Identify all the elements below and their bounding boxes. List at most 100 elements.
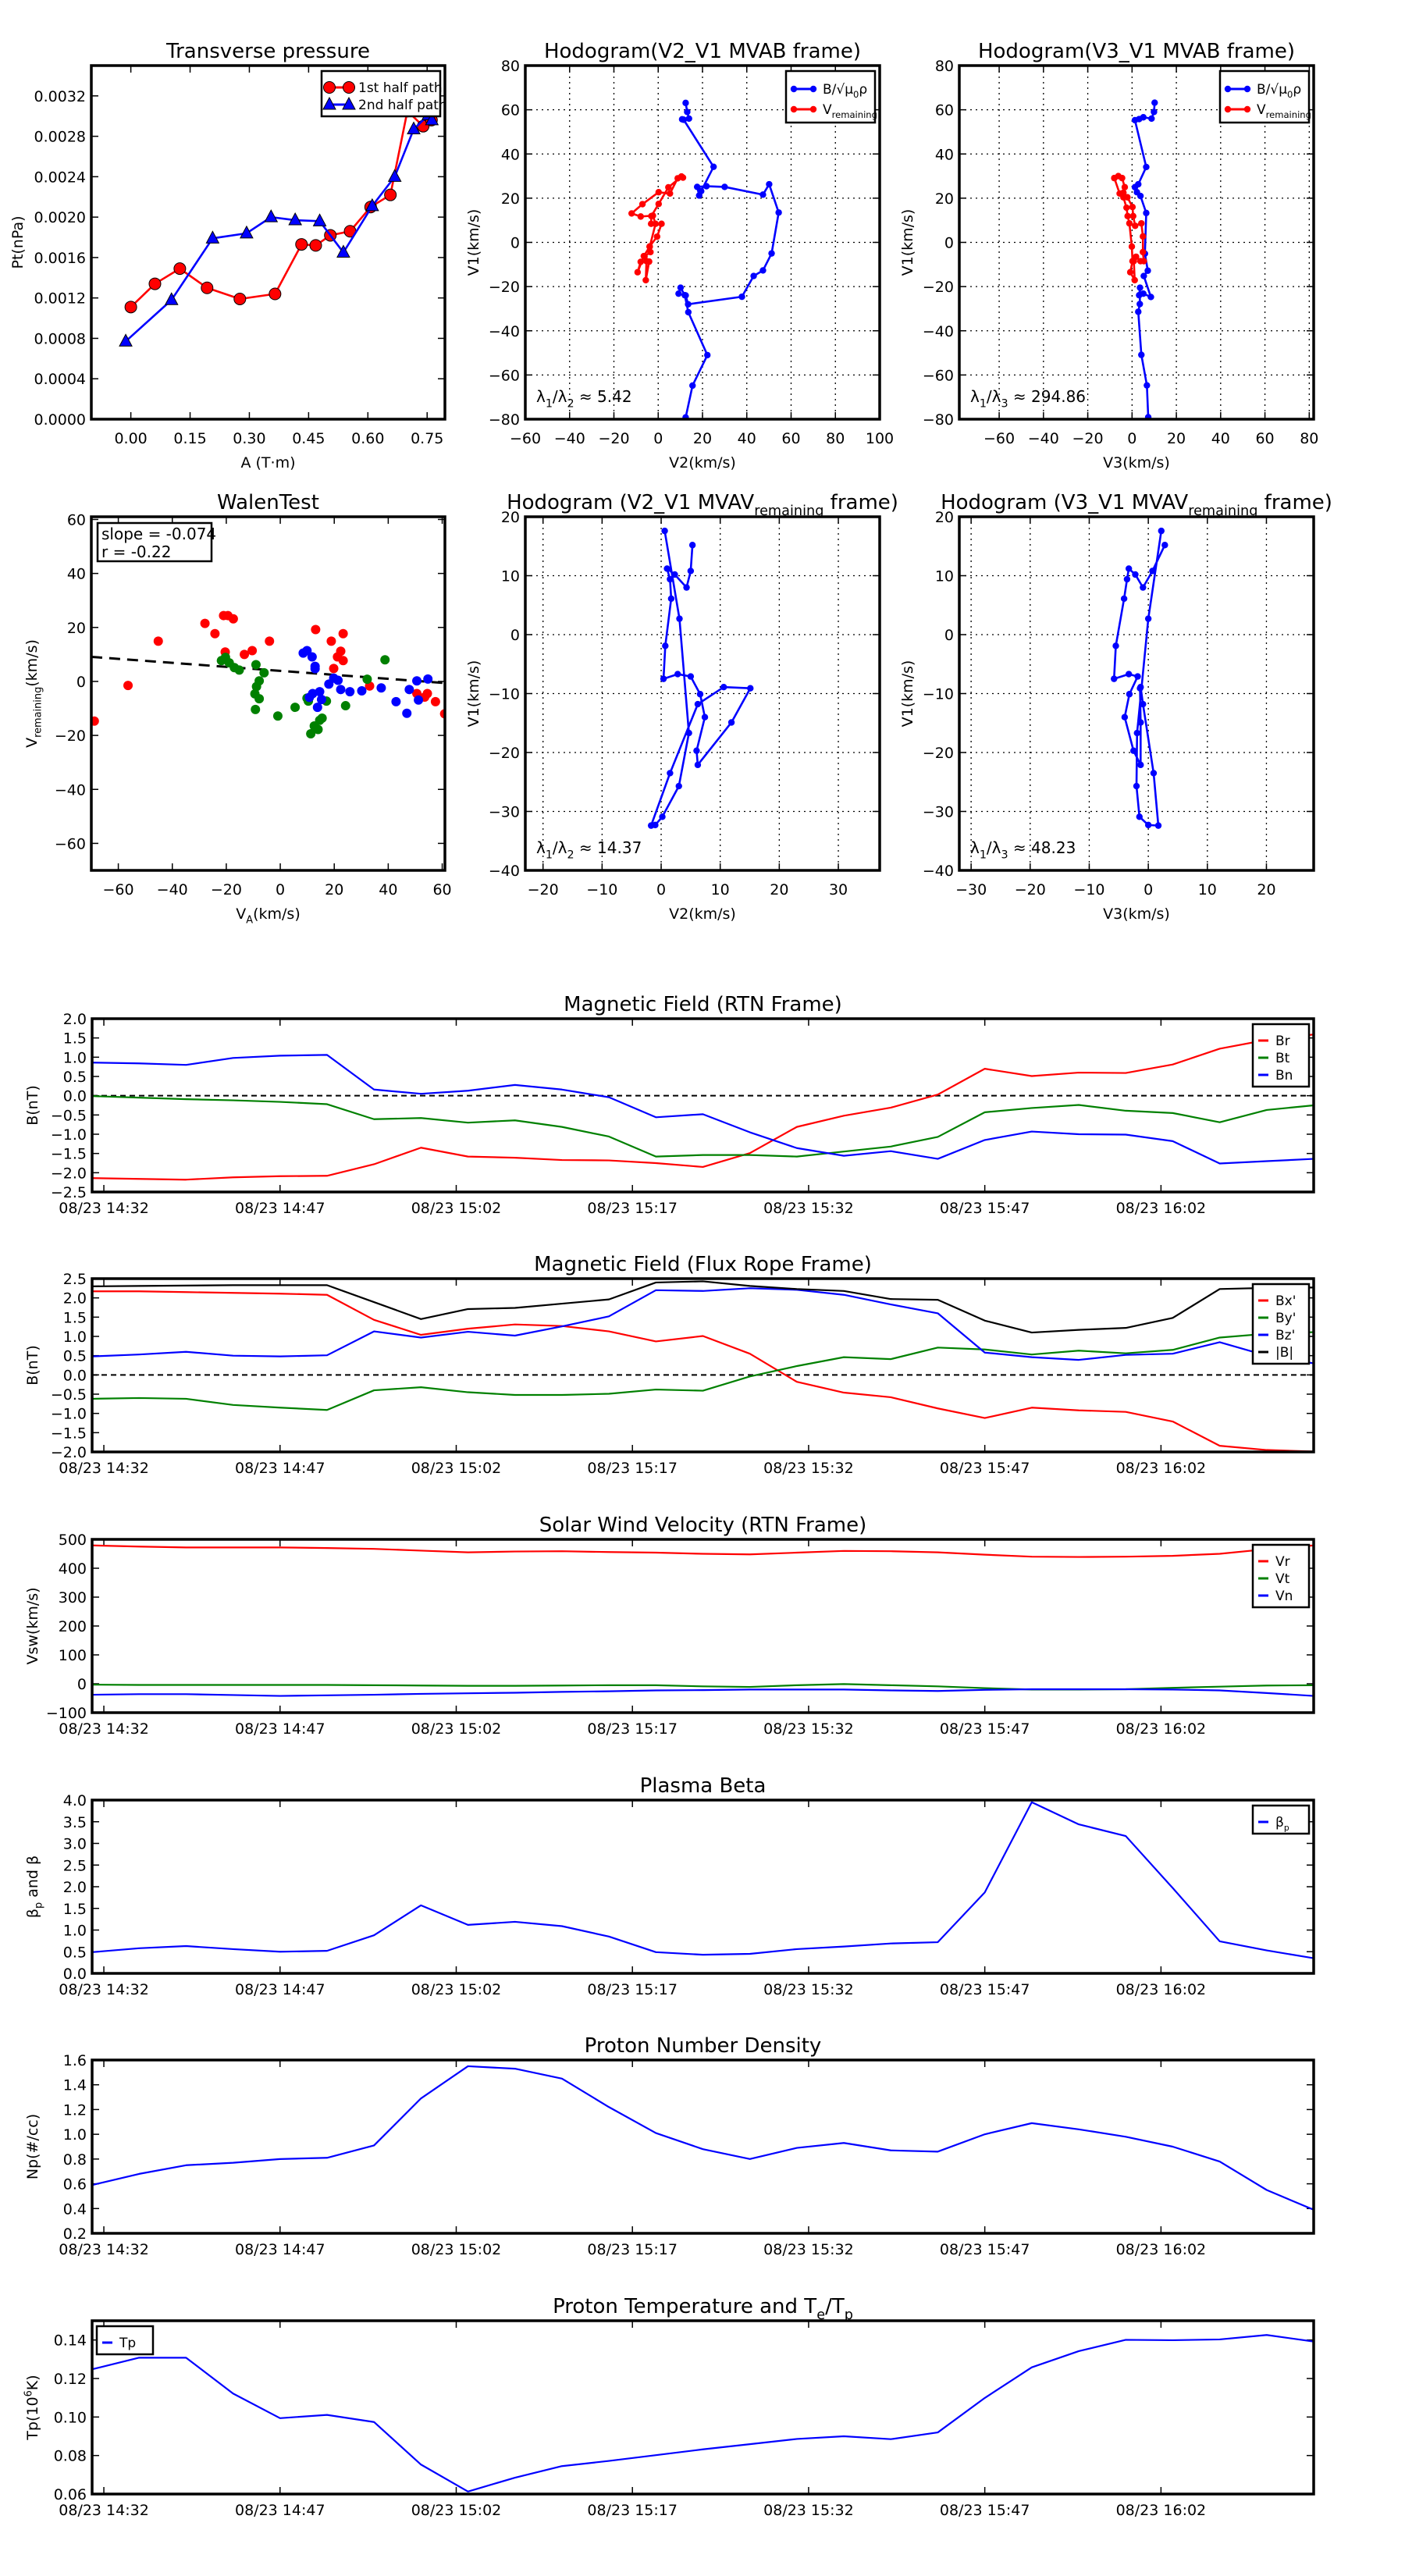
data-point	[766, 180, 773, 188]
data-point	[665, 183, 672, 191]
y-axis-label: Vsw(km/s)	[24, 1587, 41, 1664]
x-tick-label: 20	[325, 881, 343, 898]
series-line-2	[92, 1287, 1314, 1364]
legend-box	[1251, 1543, 1311, 1609]
series-line-0	[92, 1290, 1314, 1452]
x-tick-label: 08/23 15:02	[411, 2241, 502, 2258]
y-tick-label: 0.0	[63, 1088, 87, 1105]
data-point	[414, 695, 424, 705]
x-tick-label: −10	[1073, 881, 1104, 898]
axes-frame	[91, 2319, 1315, 2496]
axes-frame	[90, 64, 446, 421]
data-point	[407, 121, 421, 135]
data-point	[1111, 174, 1118, 182]
data-point	[234, 665, 244, 675]
x-tick-label: 08/23 15:47	[940, 2241, 1030, 2258]
x-tick-label: 0.00	[114, 430, 147, 447]
data-point	[1143, 163, 1150, 171]
y-tick-label: −40	[923, 863, 954, 880]
y-tick-label: 2.0	[63, 1290, 87, 1308]
x-tick-label: 08/23 15:17	[587, 1720, 678, 1738]
data-point	[1140, 584, 1147, 591]
chart-0	[90, 64, 446, 421]
y-axis-label: βp and β	[24, 1856, 45, 1918]
y-tick-label: 0.0028	[34, 129, 86, 146]
chart-11	[91, 2319, 1315, 2496]
x-tick-label: 60	[432, 881, 451, 898]
data-point	[1138, 351, 1145, 358]
data-point	[1144, 267, 1151, 274]
legend-label: B/√μ0ρ	[1257, 82, 1301, 100]
plot-area	[91, 610, 445, 739]
data-point	[1224, 105, 1232, 113]
data-point	[659, 813, 666, 820]
data-point	[689, 382, 696, 390]
x-tick-label: 08/23 14:47	[235, 1460, 325, 1477]
y-tick-label: 0	[944, 627, 954, 644]
data-point	[345, 687, 355, 697]
legend-label: Bt	[1275, 1051, 1290, 1066]
axes-frame	[91, 1538, 1315, 1714]
data-point	[412, 676, 422, 686]
data-point	[251, 681, 261, 692]
x-tick-label: 40	[738, 430, 756, 447]
data-point	[658, 220, 665, 227]
data-point	[1137, 719, 1144, 726]
chart-title: Proton Number Density	[585, 2034, 822, 2058]
x-tick-label: 0	[1127, 430, 1136, 447]
data-point	[687, 568, 695, 575]
x-tick-label: −20	[1015, 881, 1046, 898]
x-tick-label: −20	[598, 430, 629, 447]
data-point	[233, 292, 247, 305]
x-tick-label: 08/23 15:17	[587, 1200, 678, 1217]
y-tick-label: 1.0	[63, 1049, 87, 1066]
data-point	[1136, 291, 1143, 299]
legend-label: 1st half path	[358, 80, 443, 96]
y-tick-label: 80	[501, 58, 520, 75]
y-tick-label: 0	[77, 1676, 87, 1693]
series-line-0	[92, 1544, 1314, 1558]
legend-label: Vr	[1275, 1554, 1290, 1570]
x-tick-label: 60	[781, 430, 800, 447]
data-point	[251, 704, 261, 714]
x-tick-label: 20	[1257, 881, 1275, 898]
axes-frame	[524, 515, 881, 872]
y-tick-label: 4.0	[63, 1792, 87, 1809]
y-tick-label: −60	[923, 367, 954, 384]
x-tick-label: 80	[826, 430, 845, 447]
data-point	[694, 700, 702, 708]
data-point	[685, 308, 692, 316]
y-tick-label: 400	[59, 1560, 87, 1578]
data-point	[311, 624, 321, 635]
x-tick-label: 0	[1144, 881, 1153, 898]
x-tick-label: 0	[653, 430, 663, 447]
data-point	[685, 301, 692, 308]
x-tick-label: 08/23 15:02	[411, 1981, 502, 1998]
data-point	[315, 687, 325, 697]
data-point	[738, 293, 745, 301]
data-point	[694, 761, 702, 769]
y-tick-label: 1.0	[63, 1923, 87, 1940]
x-tick-label: 60	[1255, 430, 1274, 447]
data-point	[1140, 272, 1147, 279]
data-point	[634, 269, 642, 276]
x-tick-label: 08/23 16:02	[1116, 2502, 1207, 2519]
y-axis-label: V1(km/s)	[899, 660, 916, 728]
y-tick-label: 3.0	[63, 1836, 87, 1853]
data-point	[790, 85, 798, 93]
data-point	[675, 782, 682, 790]
chart-6	[91, 1017, 1315, 1194]
y-tick-label: 80	[935, 58, 954, 75]
data-point	[123, 681, 133, 691]
y-tick-label: 0.0	[63, 1966, 87, 1983]
data-point	[251, 660, 261, 670]
data-point	[307, 652, 317, 662]
x-tick-label: 80	[1300, 430, 1318, 447]
y-axis-label: V1(km/s)	[899, 209, 916, 276]
x-tick-label: 08/23 16:02	[1116, 1720, 1207, 1738]
data-point	[1154, 822, 1162, 829]
y-tick-label: 1.0	[63, 1329, 87, 1346]
data-point	[667, 190, 674, 197]
plot-area	[92, 1801, 1314, 1959]
y-tick-label: 0	[510, 627, 520, 644]
